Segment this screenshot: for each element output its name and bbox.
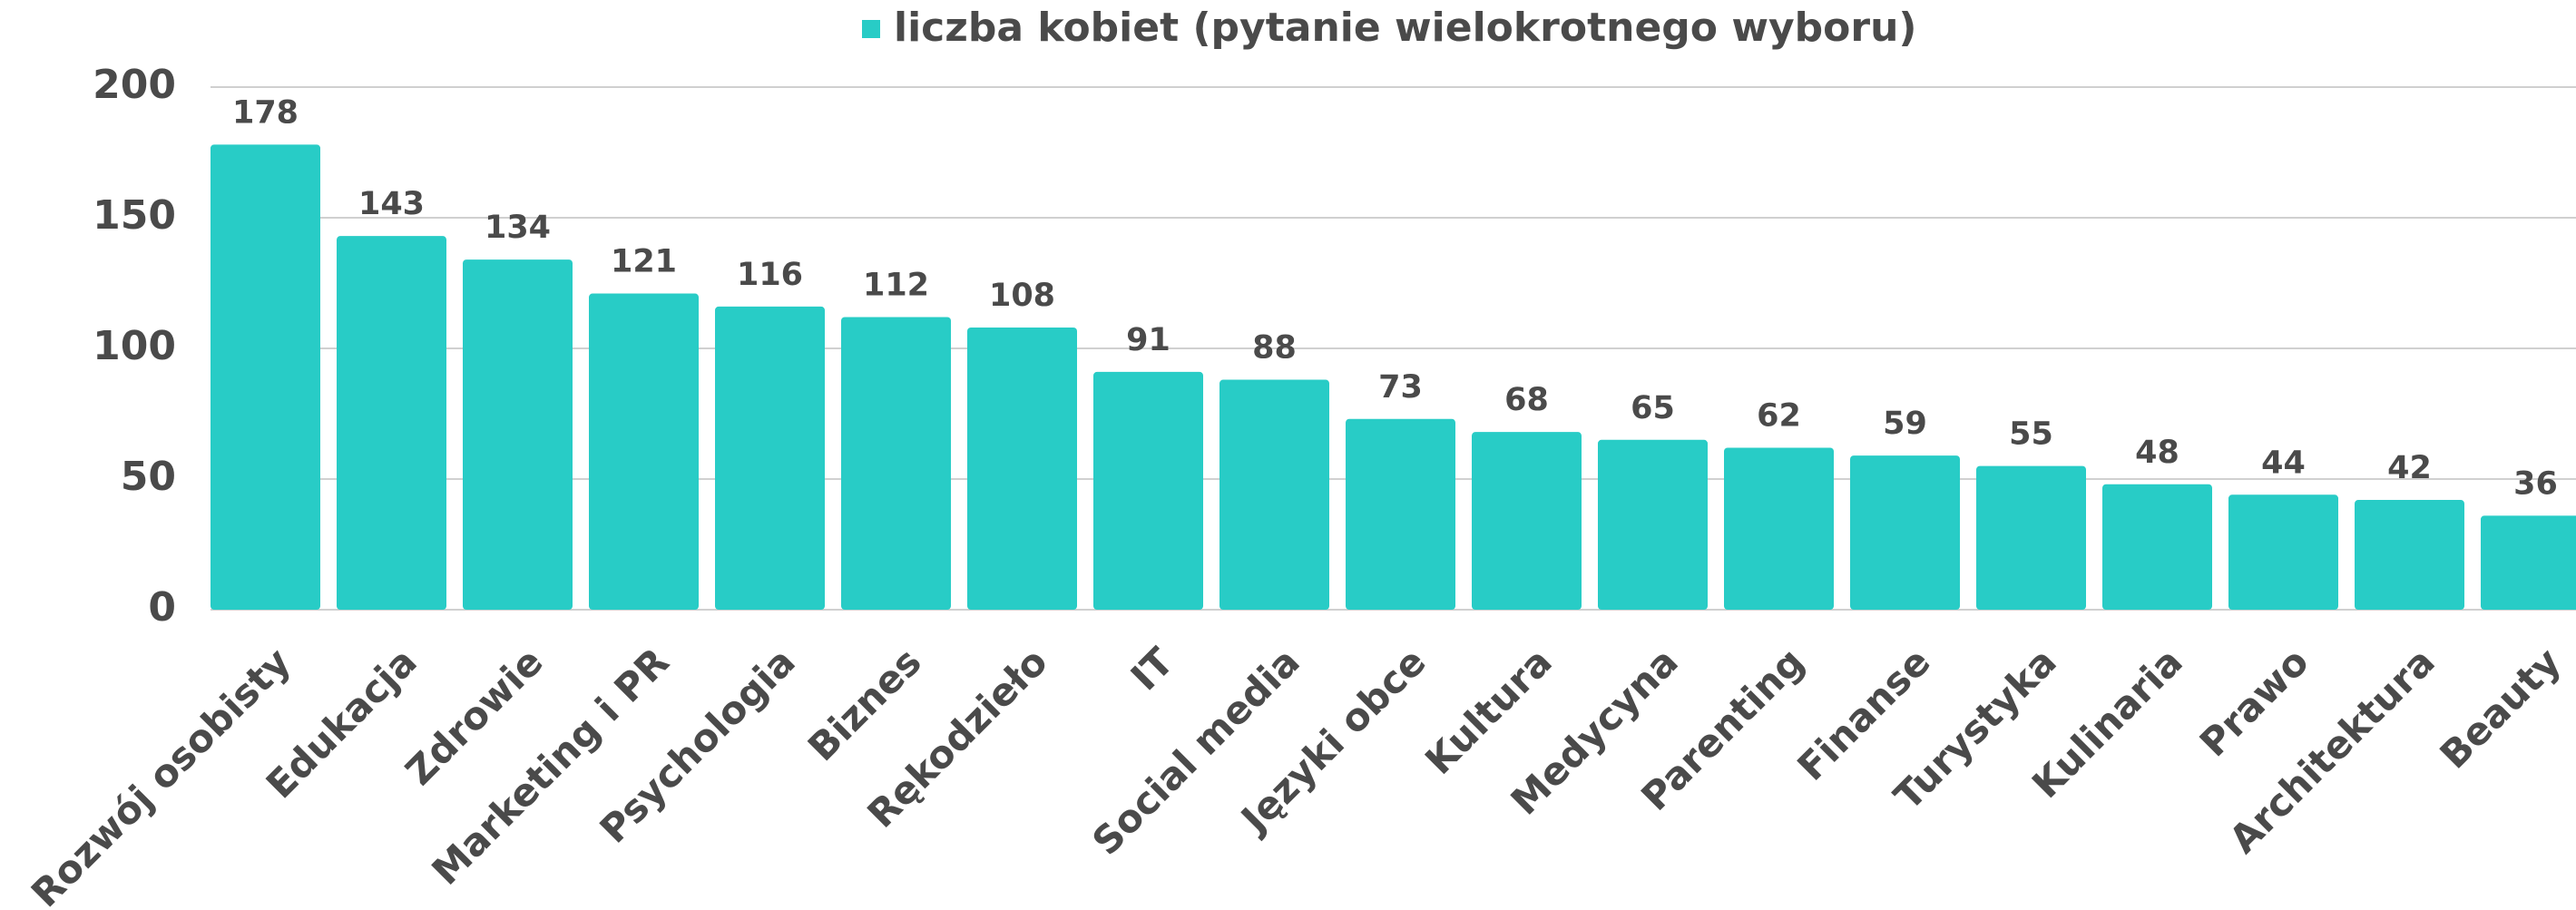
bar	[841, 317, 951, 610]
value-label: 143	[358, 186, 425, 222]
value-label: 73	[1378, 369, 1423, 406]
bar	[1598, 439, 1708, 610]
value-label: 62	[1757, 397, 1801, 434]
bar	[2355, 500, 2464, 610]
x-tick-label: IT	[1122, 639, 1182, 699]
value-label: 88	[1252, 330, 1297, 367]
value-label: 91	[1126, 322, 1170, 358]
bar	[2481, 515, 2576, 610]
value-label: 68	[1504, 382, 1549, 418]
value-label: 42	[2387, 450, 2432, 486]
x-tick-label: Marketing i PR	[423, 640, 677, 894]
value-label: 116	[737, 257, 803, 293]
bar	[1724, 447, 1834, 610]
bar	[1976, 465, 2086, 610]
value-label: 108	[989, 278, 1055, 314]
bar	[715, 306, 825, 610]
value-label: 55	[2009, 416, 2053, 453]
y-tick-label: 0	[148, 584, 176, 631]
bar	[337, 236, 446, 610]
bar	[1850, 455, 1960, 610]
value-label: 48	[2135, 435, 2179, 471]
value-label: 36	[2513, 465, 2558, 502]
bar	[2102, 484, 2212, 610]
x-tick-label: Biznes	[799, 640, 930, 770]
bar	[1219, 379, 1329, 610]
y-tick-label: 100	[93, 323, 176, 369]
y-tick-label: 150	[93, 192, 176, 239]
value-label: 178	[232, 94, 299, 131]
bar	[1346, 418, 1455, 610]
bar	[2228, 494, 2338, 610]
value-label: 121	[611, 244, 677, 280]
y-tick-label: 200	[93, 62, 176, 108]
legend-label: liczba kobiet (pytanie wielokrotnego wyb…	[894, 5, 1917, 51]
bar	[1472, 432, 1582, 610]
bar	[589, 293, 699, 610]
value-label: 65	[1631, 390, 1675, 426]
y-tick-label: 50	[121, 454, 176, 500]
bar	[1093, 371, 1203, 610]
legend-swatch	[862, 20, 880, 38]
bar	[463, 259, 573, 610]
x-tick-label: Prawo	[2191, 640, 2317, 766]
x-tick-label: Beauty	[2432, 640, 2570, 778]
value-label: 134	[485, 210, 551, 246]
bar	[967, 327, 1077, 610]
bar	[211, 144, 320, 611]
value-label: 112	[863, 267, 929, 303]
value-label: 59	[1883, 406, 1927, 442]
value-label: 44	[2261, 445, 2306, 481]
